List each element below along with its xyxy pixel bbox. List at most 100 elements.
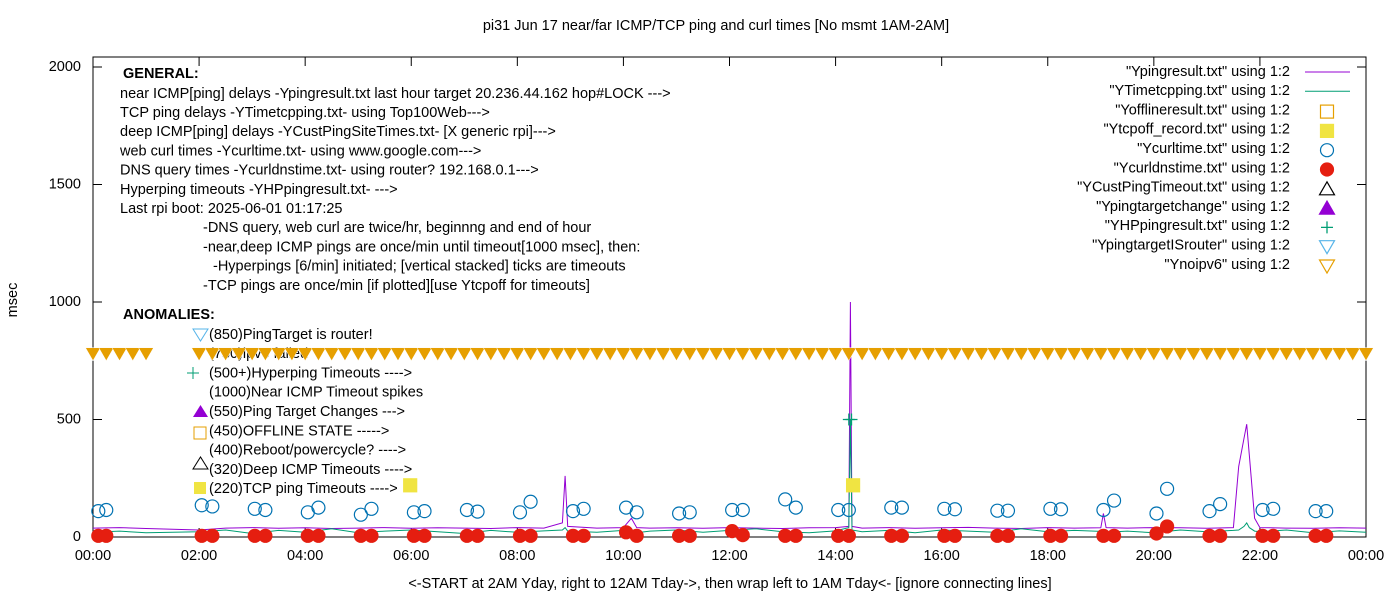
legend-swatch [1318, 180, 1336, 196]
data-point [725, 502, 740, 518]
data-point [629, 528, 644, 543]
data-point [1265, 347, 1282, 362]
data-point [204, 347, 221, 362]
data-point [748, 347, 764, 362]
data-point [778, 492, 793, 507]
data-point [1358, 347, 1374, 362]
data-point [761, 347, 778, 362]
data-point [854, 347, 871, 362]
data-point [523, 494, 538, 509]
data-point [390, 347, 406, 362]
data-point [535, 347, 552, 362]
data-point [1266, 501, 1281, 516]
data-point [205, 528, 220, 543]
data-point [973, 347, 990, 362]
anno-icon [193, 426, 207, 440]
data-point [191, 347, 208, 362]
data-point [1053, 528, 1069, 543]
y-tick-label: 2000 [49, 59, 81, 75]
legend-label: "Ypingresult.txt" using 1:2 [1126, 64, 1290, 80]
x-tick-label: 12:00 [711, 548, 747, 564]
legend-label: "Yofflineresult.txt" using 1:2 [1115, 102, 1290, 118]
data-point [880, 347, 897, 362]
data-point [831, 502, 846, 518]
data-point [1255, 502, 1270, 518]
data-point [311, 528, 326, 543]
annotation-text: -Hyperpings [6/min] initiated; [vertical… [213, 259, 626, 275]
data-point [1000, 347, 1016, 362]
data-point [814, 347, 831, 362]
data-point [642, 347, 658, 362]
annotation-text: deep ICMP[ping] delays -YCustPingSiteTim… [120, 124, 556, 140]
data-point [840, 347, 857, 362]
data-point [111, 347, 128, 362]
data-point [417, 504, 432, 519]
data-point [99, 528, 114, 543]
data-point [602, 347, 619, 362]
data-point [894, 500, 909, 515]
data-point [1053, 502, 1069, 517]
chart-title: pi31 Jun 17 near/far ICMP/TCP ping and c… [483, 18, 949, 34]
data-point [681, 347, 698, 362]
data-point [576, 528, 591, 543]
data-point [827, 347, 844, 362]
annotation-text: (400)Reboot/powercycle? ----> [209, 443, 406, 459]
legend-swatch [1319, 162, 1335, 177]
legend-swatch [1318, 240, 1336, 255]
data-point [1026, 347, 1043, 362]
annotation-text: (220)TCP ping Timeouts ----> [209, 481, 398, 497]
data-point [788, 500, 803, 515]
data-point [1159, 519, 1175, 534]
x-tick-label: 08:00 [499, 548, 535, 564]
data-point [98, 347, 115, 362]
data-point [403, 478, 418, 493]
x-tick-label: 02:00 [181, 548, 217, 564]
data-point [469, 347, 486, 362]
data-point [549, 347, 566, 362]
data-point [774, 347, 791, 362]
annotation-text: -DNS query, web curl are twice/hr, begin… [203, 220, 591, 236]
data-point [258, 502, 273, 518]
data-point [124, 347, 141, 362]
data-point [244, 347, 261, 362]
data-point [884, 500, 899, 515]
data-point [672, 506, 687, 521]
y-tick-label: 1500 [49, 176, 81, 192]
data-point [1318, 347, 1335, 362]
series-line [92, 301, 1367, 531]
data-point [1066, 347, 1083, 362]
data-point [841, 502, 856, 518]
annotation-text: near ICMP[ping] delays -Ypingresult.txt … [120, 86, 671, 102]
data-point [417, 528, 432, 543]
data-point [1185, 347, 1202, 362]
annotation-text: (1000)Near ICMP Timeout spikes [209, 385, 423, 401]
data-point [1106, 347, 1122, 362]
data-point [376, 347, 393, 362]
annotation-text: -TCP pings are once/min [if plotted][use… [203, 278, 590, 294]
anno-icon [187, 367, 199, 379]
legend-swatch [1319, 104, 1335, 119]
x-tick-label: 04:00 [287, 548, 323, 564]
data-point [217, 347, 234, 362]
x-tick-label: 00:00 [75, 548, 111, 564]
data-point [841, 528, 856, 543]
data-point [311, 500, 326, 515]
data-point [509, 347, 526, 362]
data-point [1266, 528, 1281, 543]
data-point [1225, 347, 1242, 362]
data-point [283, 347, 300, 362]
data-point [1291, 347, 1308, 362]
data-point [1096, 502, 1111, 518]
data-point [990, 503, 1005, 518]
data-point [801, 347, 817, 362]
anno-icon [193, 405, 208, 417]
data-point [257, 347, 274, 362]
data-point [512, 505, 528, 520]
data-point [937, 501, 952, 516]
data-point [1000, 503, 1016, 518]
data-point [1106, 528, 1122, 543]
data-point [337, 347, 353, 362]
data-point [735, 528, 750, 543]
legend-label: "YHPpingresult.txt" using 1:2 [1105, 218, 1290, 234]
